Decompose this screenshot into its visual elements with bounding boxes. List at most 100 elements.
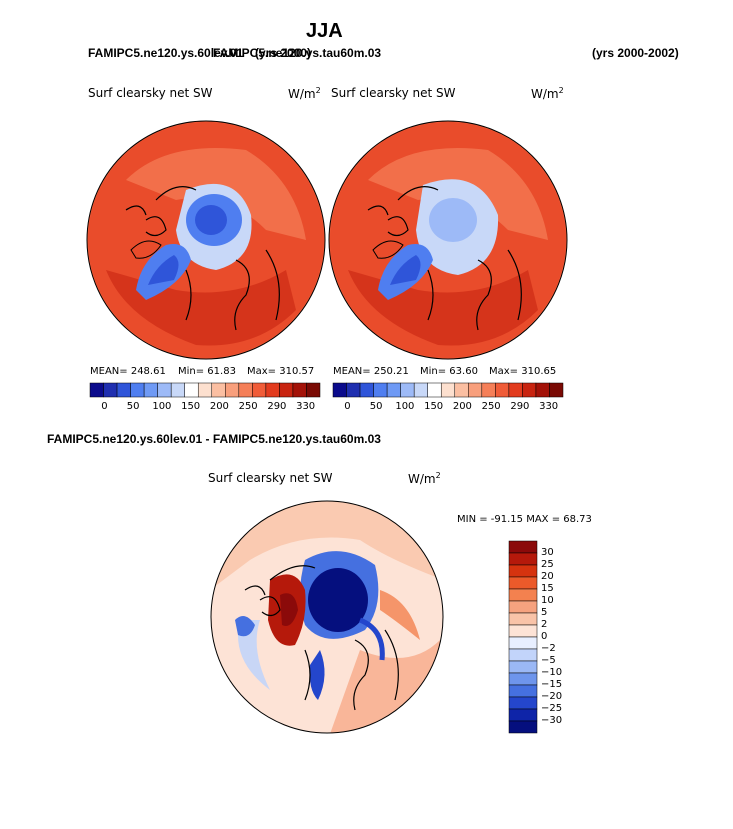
colorbar-swatch [197, 382, 213, 398]
colorbar-diff [508, 540, 538, 734]
colorbar-diff-labels: 30 25 20 15 10 5 2 0 −2 −5 −10 −15 −20 −25 −30 [541, 541, 581, 733]
colorbar-tick-label: 250 [238, 401, 258, 412]
colorbar-tick-label: 330 [539, 401, 559, 412]
colorbar-swatch [522, 382, 537, 398]
colorbar-swatch [454, 382, 469, 398]
colorbar-tick-label: −30 [541, 715, 563, 726]
colorbar-tick-label: −20 [541, 691, 563, 702]
panel2-unit: W/m2 [531, 86, 564, 101]
colorbar-swatch [279, 382, 294, 398]
colorbar-swatch [508, 564, 538, 578]
years-right: (yrs 2000-2002) [592, 46, 679, 60]
colorbar-swatch [413, 382, 428, 398]
colorbar-swatch [130, 382, 145, 398]
colorbar-swatch [508, 636, 538, 650]
colorbar-swatch [508, 708, 538, 722]
colorbar-swatch [89, 382, 104, 398]
colorbar-tick-label: 200 [209, 401, 229, 412]
colorbar-tick-label: 150 [181, 401, 201, 412]
colorbar-swatch [211, 382, 226, 398]
colorbar-tick-label: 0 [344, 401, 351, 412]
panel1-max: Max= 310.57 [247, 366, 315, 377]
colorbar-swatch [346, 382, 361, 398]
colorbar-tick-label: 15 [541, 583, 554, 594]
colorbar-swatch [481, 382, 496, 398]
colorbar-swatch [549, 382, 564, 398]
polar-map-diff [210, 500, 444, 734]
colorbar-tick-label: −25 [541, 703, 563, 714]
colorbar-tick-label: 30 [541, 547, 554, 558]
panel1-title: Surf clearsky net SW [88, 86, 213, 100]
panel1-unit: W/m2 [288, 86, 321, 101]
colorbar-swatch [495, 382, 510, 398]
colorbar-swatch [508, 612, 538, 626]
panel1-min: Min= 61.83 [178, 366, 236, 377]
colorbar-tick-label: 290 [267, 401, 287, 412]
colorbar-tick-label: 200 [452, 401, 472, 412]
colorbar-swatch [306, 382, 321, 398]
colorbar-swatch [508, 696, 538, 710]
colorbar-swatch [116, 382, 131, 398]
season-title: JJA [306, 20, 343, 42]
colorbar-swatch [373, 382, 388, 398]
colorbar-swatch [508, 552, 538, 566]
colorbar-swatch [332, 382, 347, 398]
colorbar-swatch [170, 382, 185, 398]
colorbar-tick-label: 100 [152, 401, 172, 412]
panel2-max: Max= 310.65 [489, 366, 557, 377]
years-left: (yrs 2000) [255, 46, 312, 60]
colorbar-swatch [468, 382, 483, 398]
colorbar-swatch [535, 382, 550, 398]
diff-heading: FAMIPC5.ne120.ys.60lev.01 - FAMIPC5.ne12… [47, 432, 381, 446]
colorbar-swatch [508, 382, 523, 398]
colorbar-swatch [265, 382, 280, 398]
colorbar-tick-label: −2 [541, 643, 556, 654]
colorbar-swatch [386, 382, 401, 398]
panel2-mean: MEAN= 250.21 [333, 366, 409, 377]
colorbar-panel2-labels: 0 50 100 150 200 250 290 330 [333, 401, 563, 413]
colorbar-tick-label: 150 [424, 401, 444, 412]
colorbar-tick-label: −15 [541, 679, 563, 690]
panel2-title: Surf clearsky net SW [331, 86, 456, 100]
colorbar-swatch [292, 382, 307, 398]
colorbar-swatch [427, 382, 442, 398]
colorbar-swatch [508, 720, 538, 734]
case-name-left: FAMIPC5.ne120.ys.60lev.01 [88, 46, 244, 60]
colorbar-panel1 [89, 382, 321, 398]
colorbar-tick-label: 0 [101, 401, 108, 412]
colorbar-swatch [508, 540, 538, 554]
diff-minmax: MIN = -91.15 MAX = 68.73 [457, 514, 592, 525]
colorbar-swatch [400, 382, 415, 398]
colorbar-swatch [157, 382, 172, 398]
colorbar-panel1-labels: 0 50 100 150 200 250 290 330 [90, 401, 320, 413]
polar-map-1 [86, 120, 326, 360]
colorbar-tick-label: −10 [541, 667, 563, 678]
colorbar-swatch [508, 684, 538, 698]
colorbar-tick-label: 25 [541, 559, 554, 570]
colorbar-panel2 [332, 382, 564, 398]
panel1-mean: MEAN= 248.61 [90, 366, 166, 377]
colorbar-tick-label: 100 [395, 401, 415, 412]
colorbar-tick-label: 10 [541, 595, 554, 606]
colorbar-tick-label: 330 [296, 401, 316, 412]
polar-map-2 [328, 120, 568, 360]
colorbar-swatch [359, 382, 374, 398]
panel2-min: Min= 63.60 [420, 366, 478, 377]
colorbar-tick-label: 20 [541, 571, 554, 582]
colorbar-swatch [143, 382, 158, 398]
colorbar-swatch [508, 660, 538, 674]
colorbar-swatch [508, 600, 538, 614]
colorbar-tick-label: 250 [481, 401, 501, 412]
colorbar-swatch [238, 382, 253, 398]
colorbar-swatch [184, 382, 199, 398]
colorbar-swatch [508, 576, 538, 590]
colorbar-tick-label: 5 [541, 607, 548, 618]
colorbar-tick-label: 0 [541, 631, 548, 642]
colorbar-swatch [103, 382, 118, 398]
colorbar-swatch [252, 382, 267, 398]
colorbar-tick-label: 50 [126, 401, 140, 412]
colorbar-swatch [440, 382, 456, 398]
case-name-overlap: FAMIPC5.ne120.ys.tau60m.03 [213, 46, 382, 60]
colorbar-swatch [508, 624, 538, 638]
colorbar-swatch [225, 382, 240, 398]
